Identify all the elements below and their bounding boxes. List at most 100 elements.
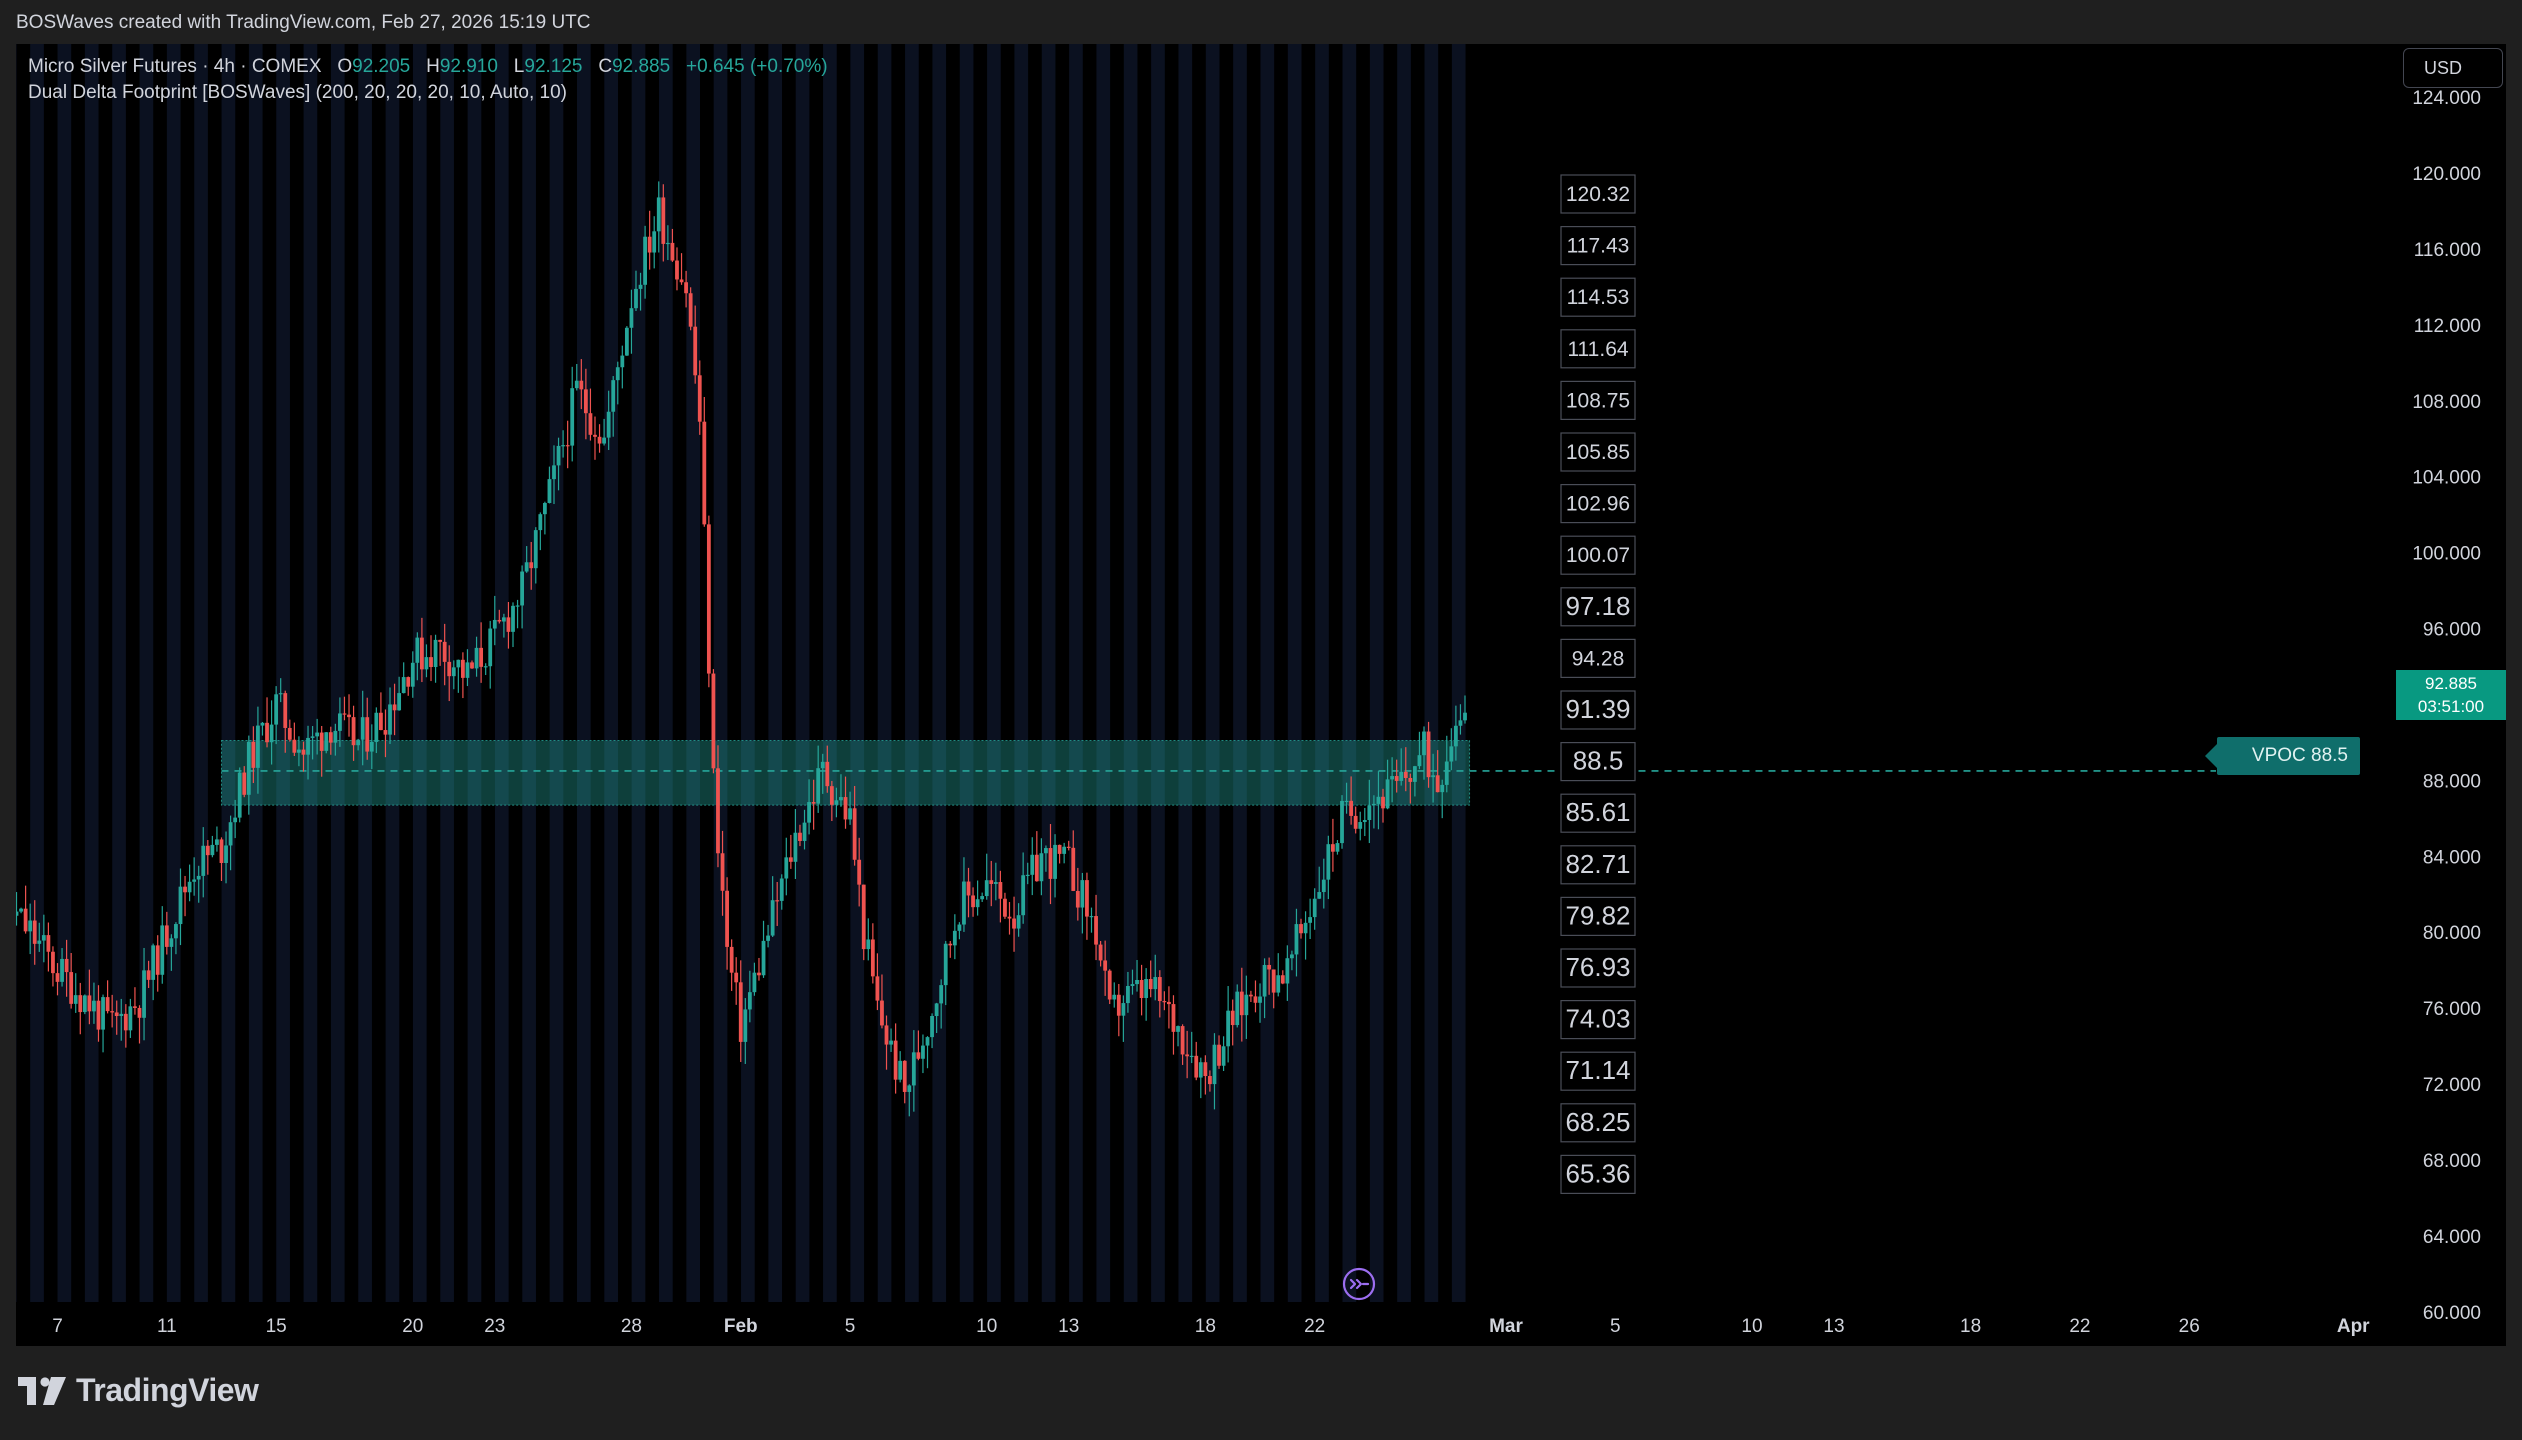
footprint-level-box: 88.5	[1560, 741, 1636, 782]
candle-body	[670, 242, 675, 261]
candle-body	[69, 972, 74, 1004]
candle-body	[802, 822, 807, 841]
candle-body	[383, 730, 388, 735]
candle-body	[1463, 712, 1467, 721]
candle-body	[338, 713, 342, 731]
session-band	[1014, 44, 1029, 1302]
replay-icon[interactable]	[1342, 1267, 1376, 1301]
chart-pane[interactable]: 120.32 117.43 114.53 111.64 108.75 105.85 102.…	[16, 44, 2506, 1346]
candle-body	[925, 1037, 930, 1046]
candle-body	[178, 886, 183, 925]
symbol-legend-row[interactable]: Micro Silver Futures · 4h · COMEX O92.20…	[28, 54, 828, 80]
candle-body	[524, 562, 529, 572]
footprint-level-box: 68.25	[1560, 1103, 1636, 1143]
candle-body	[128, 1006, 133, 1031]
chart-canvas[interactable]: 120.32 117.43 114.53 111.64 108.75 105.85 102.…	[16, 44, 2506, 1346]
candle-body	[1390, 776, 1395, 780]
close-value: 92.885	[612, 56, 671, 77]
candle-body	[593, 434, 597, 437]
candle-body	[78, 995, 83, 1013]
candle-body	[911, 1052, 916, 1086]
candle-body	[547, 479, 552, 503]
candle-body	[606, 411, 611, 438]
candle-body	[256, 725, 260, 768]
candle-body	[998, 882, 1003, 899]
chart-caption: BOSWaves created with TradingView.com, F…	[16, 12, 591, 33]
candle-body	[1098, 944, 1103, 961]
candle-body	[237, 772, 242, 818]
candle-body	[1226, 1010, 1231, 1047]
candle-body	[1212, 1044, 1217, 1085]
value-area-layer	[220, 740, 2216, 806]
price-axis-tick: 104.000	[2412, 468, 2481, 489]
candle-body	[1381, 796, 1385, 809]
candle-body	[333, 730, 338, 743]
candle-body	[123, 1013, 128, 1031]
candle-body	[60, 958, 64, 982]
footprint-level-label: 97.18	[1565, 591, 1630, 621]
candle-body	[251, 741, 256, 768]
candle-body	[843, 797, 848, 820]
footprint-level-box: 117.43	[1560, 226, 1636, 266]
candle-body	[301, 749, 306, 755]
candle-body	[110, 1011, 115, 1013]
candle-body	[224, 845, 228, 863]
candle-body	[82, 995, 87, 1013]
time-axis-tick: 13	[1058, 1316, 1079, 1337]
candle-body	[989, 880, 994, 884]
session-band	[1287, 44, 1302, 1302]
footprint-level-box: 94.28	[1560, 638, 1636, 679]
indicator-legend-row[interactable]: Dual Delta Footprint [BOSWaves] (200, 20…	[28, 82, 567, 103]
session-band	[30, 44, 44, 1302]
candle-body	[752, 972, 757, 993]
candle-body	[1371, 803, 1376, 806]
candle-body	[1107, 970, 1112, 1000]
session-band	[1260, 44, 1275, 1302]
candle-body	[798, 832, 802, 841]
candle-body	[1034, 854, 1039, 882]
time-axis-tick: 13	[1823, 1316, 1844, 1337]
symbol-title[interactable]: Micro Silver Futures · 4h · COMEX	[28, 56, 322, 77]
candle-body	[693, 326, 698, 376]
candle-body	[611, 380, 616, 412]
candle-body	[634, 288, 638, 309]
candle-body	[1153, 977, 1158, 990]
time-axis[interactable]: 7 11 15 20 23 28 Feb 5 10 13 18 22 Mar 5 10 13 18 22 26 Apr…	[52, 1316, 2506, 1337]
footprint-level-box: 65.36	[1560, 1154, 1636, 1195]
session-band	[795, 44, 810, 1302]
candle-body	[1080, 880, 1085, 908]
session-band	[1123, 44, 1138, 1302]
candle-body	[1198, 1062, 1203, 1078]
footprint-level-box: 100.07	[1560, 535, 1636, 575]
footprint-level-label: 100.07	[1566, 544, 1630, 567]
candle-body	[1194, 1055, 1199, 1078]
candle-body	[347, 714, 351, 718]
session-band	[1451, 44, 1466, 1302]
candle-body	[142, 970, 146, 1018]
candle-body	[1271, 969, 1276, 993]
session-band	[1233, 44, 1247, 1302]
candle-body	[702, 421, 707, 525]
candle-body	[1262, 964, 1267, 997]
time-axis-tick: 22	[1304, 1316, 1325, 1337]
candle-body	[533, 530, 538, 569]
candle-body	[146, 970, 151, 980]
candle-body	[1303, 922, 1308, 934]
candle-body	[1244, 994, 1249, 1016]
candle-body	[1208, 1076, 1212, 1085]
candle-body	[816, 768, 821, 804]
candle-body	[1308, 917, 1313, 923]
footprint-level-label: 79.82	[1565, 900, 1630, 930]
candle-body	[675, 260, 679, 280]
candle-body	[1362, 820, 1367, 823]
tradingview-branding[interactable]: TradingView	[18, 1372, 259, 1409]
price-axis-tick: 120.000	[2412, 164, 2481, 185]
candle-body	[360, 717, 365, 740]
candle-body	[552, 465, 556, 480]
candle-body	[415, 637, 420, 663]
candle-body	[1075, 890, 1080, 908]
currency-button[interactable]: USD	[2403, 48, 2503, 88]
candle-body	[379, 712, 383, 731]
candle-body	[529, 562, 534, 569]
candle-body	[706, 524, 711, 674]
